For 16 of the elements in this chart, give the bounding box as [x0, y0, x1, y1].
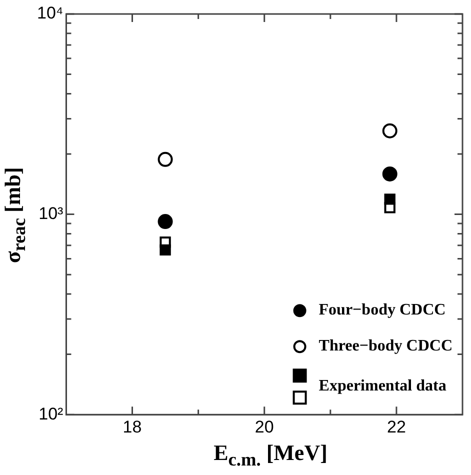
y-tick-label: 10²	[38, 404, 64, 424]
x-tick-label: 20	[254, 417, 274, 436]
point	[382, 123, 398, 138]
x-axis-title: E$_{c.m.}$ [MeV]	[212, 440, 328, 470]
x-tick-label: 22	[386, 417, 406, 436]
legend-label: Experimental data	[318, 378, 446, 395]
y-tick-label: 10⁴	[36, 4, 64, 23]
legend-label: Four−body CDCC	[318, 302, 446, 319]
point	[382, 166, 398, 182]
point	[158, 214, 173, 230]
point	[160, 244, 171, 256]
legend-label: Three−body CDCC	[318, 338, 452, 355]
x-tick-label: 18	[122, 417, 142, 436]
y-tick-label: 10³	[38, 204, 64, 223]
point	[158, 152, 173, 167]
point	[384, 194, 396, 205]
